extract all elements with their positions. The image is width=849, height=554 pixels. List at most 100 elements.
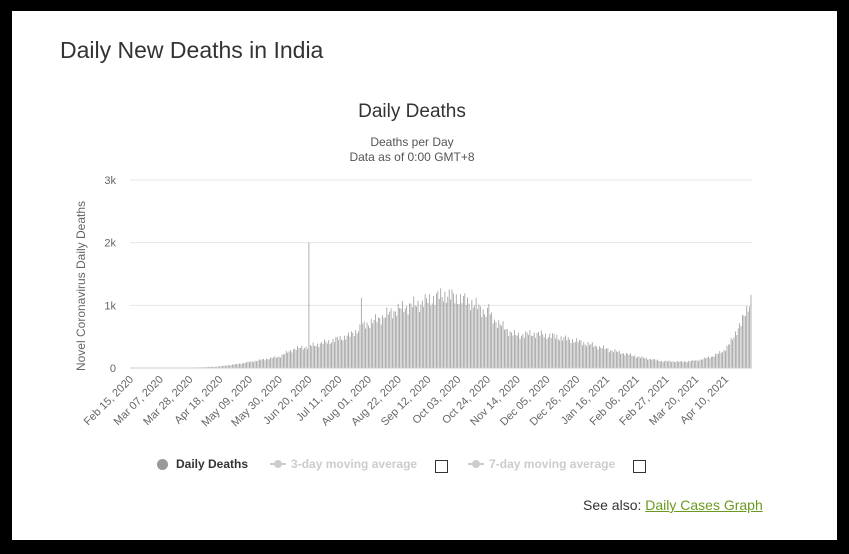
daily-deaths-bar bbox=[679, 361, 681, 368]
daily-deaths-bar bbox=[280, 357, 281, 368]
legend-item-3-day-average[interactable]: 3-day moving average bbox=[270, 457, 417, 471]
daily-deaths-bar bbox=[559, 340, 561, 368]
daily-deaths-bar bbox=[672, 361, 674, 368]
daily-deaths-bar bbox=[648, 359, 650, 368]
daily-deaths-bar bbox=[563, 337, 565, 368]
daily-deaths-bar bbox=[743, 315, 745, 368]
y-tick-label: 3k bbox=[104, 175, 116, 187]
daily-deaths-bar bbox=[440, 288, 442, 368]
daily-deaths-bar bbox=[621, 353, 623, 368]
daily-deaths-bar bbox=[275, 358, 277, 368]
daily-deaths-bar bbox=[637, 356, 639, 368]
daily-deaths-bar bbox=[689, 361, 691, 368]
daily-deaths-bar bbox=[533, 332, 535, 368]
daily-deaths-bar bbox=[294, 348, 296, 368]
daily-deaths-bar bbox=[625, 353, 627, 368]
daily-deaths-bar bbox=[608, 352, 610, 368]
daily-deaths-bar bbox=[239, 363, 240, 368]
daily-deaths-bar bbox=[443, 301, 444, 368]
daily-deaths-bar bbox=[555, 338, 556, 368]
daily-deaths-bar bbox=[709, 358, 711, 368]
7-day-average-checkbox[interactable] bbox=[633, 459, 647, 473]
daily-deaths-bar bbox=[477, 309, 478, 368]
daily-deaths-bar bbox=[297, 346, 298, 368]
daily-deaths-bar bbox=[546, 339, 548, 368]
daily-deaths-bar bbox=[382, 315, 383, 368]
daily-deaths-bar bbox=[448, 289, 450, 368]
daily-deaths-bar bbox=[662, 361, 664, 368]
daily-deaths-bar bbox=[664, 361, 665, 368]
daily-deaths-bar bbox=[360, 297, 362, 368]
daily-deaths-bar bbox=[377, 317, 379, 368]
daily-deaths-bar bbox=[430, 305, 432, 368]
daily-deaths-bar bbox=[474, 305, 476, 368]
daily-deaths-bar bbox=[288, 351, 290, 368]
daily-deaths-bar bbox=[368, 325, 369, 368]
daily-deaths-bar bbox=[732, 339, 733, 368]
daily-deaths-bar bbox=[659, 361, 661, 368]
daily-deaths-bar bbox=[227, 365, 229, 368]
daily-deaths-bar bbox=[256, 361, 257, 368]
daily-deaths-bar bbox=[501, 325, 502, 368]
daily-deaths-bar bbox=[229, 365, 230, 368]
daily-deaths-bar bbox=[226, 365, 228, 368]
daily-deaths-bar bbox=[329, 344, 331, 368]
daily-deaths-bar bbox=[726, 346, 728, 368]
daily-deaths-bar bbox=[528, 334, 529, 368]
daily-deaths-bar bbox=[475, 298, 477, 368]
legend-item-7-day-average[interactable]: 7-day moving average bbox=[468, 457, 615, 471]
daily-deaths-bar bbox=[727, 344, 729, 368]
daily-deaths-bar bbox=[247, 361, 249, 368]
daily-deaths-bar bbox=[414, 305, 416, 368]
daily-deaths-bar bbox=[410, 303, 412, 368]
daily-deaths-bar bbox=[304, 347, 306, 368]
daily-deaths-bar bbox=[564, 335, 566, 368]
daily-deaths-bar bbox=[291, 352, 293, 368]
daily-cases-graph-link[interactable]: Daily Cases Graph bbox=[645, 497, 763, 513]
daily-deaths-bar bbox=[552, 333, 553, 368]
daily-deaths-bar bbox=[615, 351, 617, 368]
daily-deaths-bar bbox=[402, 300, 403, 368]
daily-deaths-bar bbox=[557, 339, 559, 368]
daily-deaths-bar bbox=[251, 361, 253, 368]
daily-deaths-bar bbox=[455, 294, 457, 368]
daily-deaths-bar bbox=[237, 364, 239, 368]
daily-deaths-bar bbox=[302, 349, 304, 368]
daily-deaths-bar bbox=[467, 297, 468, 368]
y-tick-label: 1k bbox=[104, 300, 116, 312]
daily-deaths-bar bbox=[219, 366, 221, 368]
daily-deaths-bar bbox=[260, 360, 262, 368]
legend-item-daily-deaths[interactable]: Daily Deaths bbox=[157, 457, 248, 471]
daily-deaths-bar bbox=[386, 307, 388, 368]
daily-deaths-bar bbox=[515, 335, 517, 368]
daily-deaths-bar bbox=[702, 359, 704, 368]
daily-deaths-bar bbox=[706, 357, 708, 368]
daily-deaths-bar bbox=[529, 330, 531, 368]
daily-deaths-bar bbox=[399, 308, 400, 368]
daily-deaths-bar bbox=[258, 359, 260, 368]
daily-deaths-bar bbox=[317, 343, 318, 368]
daily-deaths-bar bbox=[735, 331, 736, 368]
daily-deaths-bar bbox=[379, 317, 381, 368]
daily-deaths-bar bbox=[375, 314, 376, 368]
daily-deaths-bar bbox=[496, 327, 498, 368]
daily-deaths-bar bbox=[345, 339, 347, 368]
daily-deaths-bar bbox=[213, 366, 215, 368]
daily-deaths-bar bbox=[217, 366, 219, 368]
daily-deaths-bar bbox=[322, 344, 324, 368]
daily-deaths-bar bbox=[488, 304, 490, 368]
daily-deaths-bar bbox=[257, 360, 259, 368]
3-day-average-checkbox[interactable] bbox=[435, 459, 449, 473]
daily-deaths-bar bbox=[647, 359, 648, 368]
daily-deaths-bar bbox=[705, 358, 707, 368]
chart-title: Daily Deaths bbox=[358, 101, 466, 122]
legend-label: 3-day moving average bbox=[291, 457, 418, 471]
daily-deaths-bar bbox=[274, 356, 276, 368]
daily-deaths-bar bbox=[492, 323, 494, 368]
daily-deaths-bar bbox=[604, 348, 606, 368]
daily-deaths-bar bbox=[485, 316, 487, 368]
daily-deaths-bar bbox=[696, 360, 698, 368]
daily-deaths-bar bbox=[669, 361, 671, 368]
daily-deaths-bar bbox=[613, 352, 614, 368]
daily-deaths-bar bbox=[363, 321, 365, 368]
